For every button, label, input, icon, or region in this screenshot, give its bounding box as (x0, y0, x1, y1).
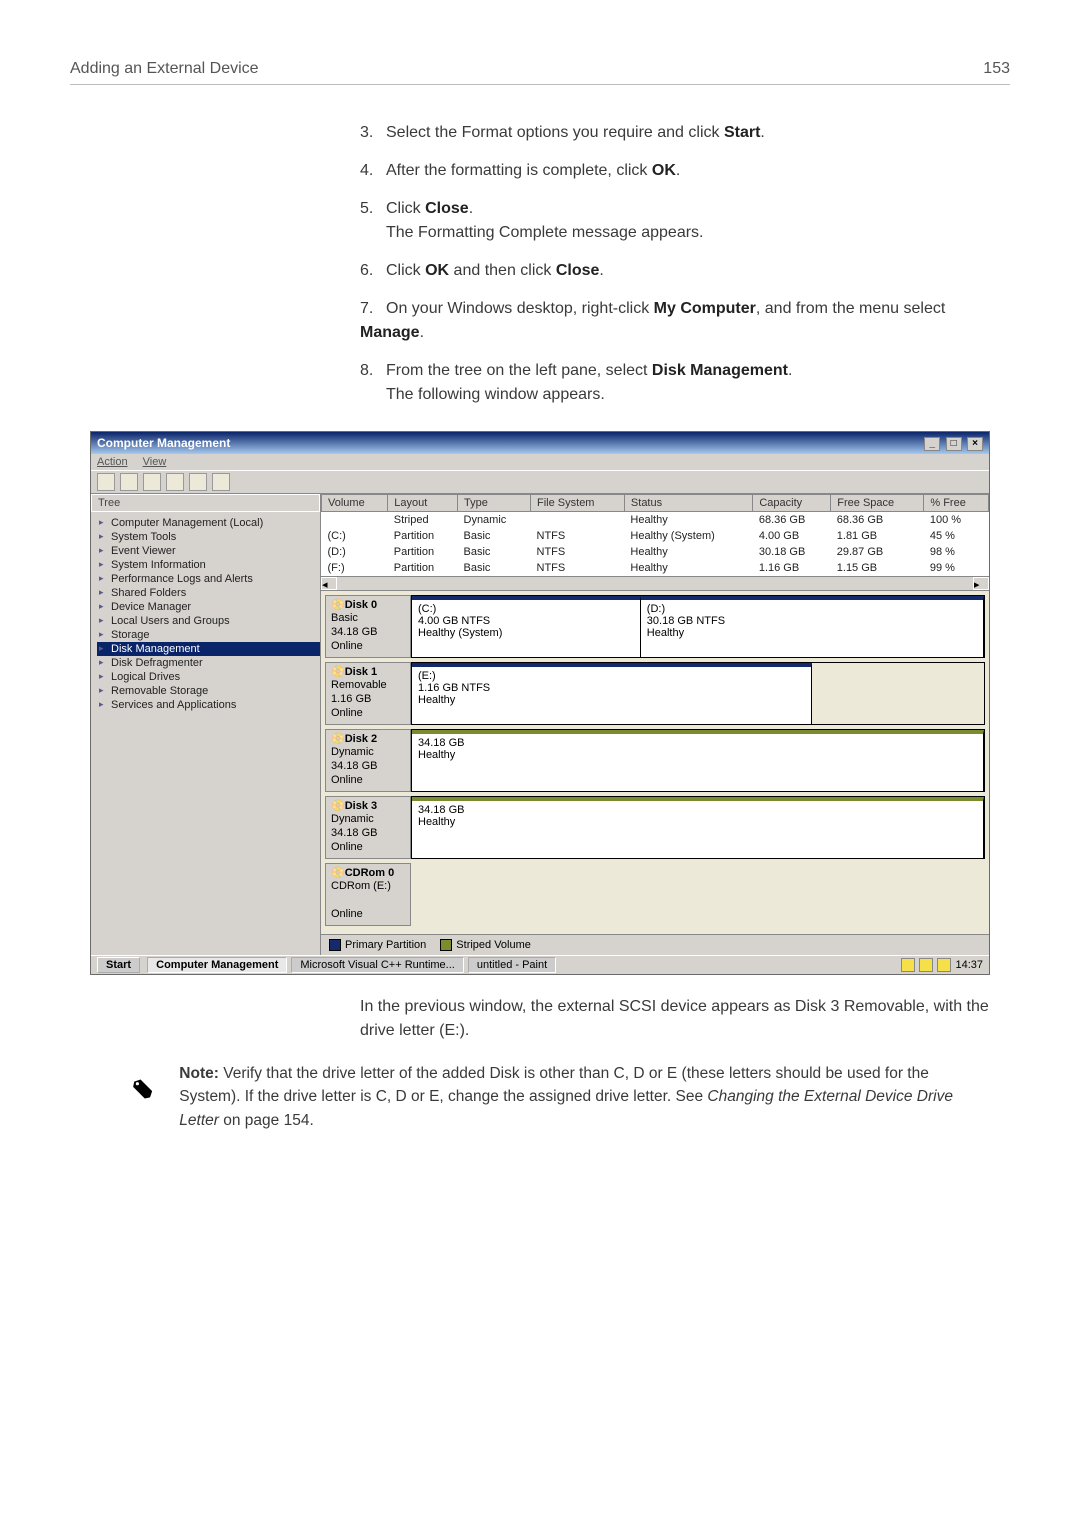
tree-header: Tree (91, 494, 320, 512)
toolbar-icon[interactable] (120, 473, 138, 491)
after-screenshot-paragraph: In the previous window, the external SCS… (360, 995, 1010, 1045)
toolbar-icon[interactable] (143, 473, 161, 491)
tree-item[interactable]: Device Manager (97, 600, 320, 614)
column-header[interactable]: File System (531, 494, 625, 511)
toolbar-icon[interactable] (189, 473, 207, 491)
taskbar-button[interactable]: Computer Management (147, 957, 287, 973)
system-tray: 14:37 (901, 958, 983, 972)
disk-row: 📀Disk 1Removable1.16 GBOnline(E:)1.16 GB… (325, 662, 985, 725)
toolbar (91, 470, 989, 494)
volumes-table: VolumeLayoutTypeFile SystemStatusCapacit… (321, 494, 989, 576)
disk-row: 📀Disk 3Dynamic34.18 GBOnline34.18 GBHeal… (325, 796, 985, 859)
taskbar-button[interactable]: Microsoft Visual C++ Runtime... (291, 957, 463, 973)
partition[interactable]: 34.18 GBHealthy (412, 797, 984, 858)
close-button[interactable]: × (967, 437, 983, 451)
window-title: Computer Management (97, 436, 230, 450)
column-header[interactable]: Volume (322, 494, 388, 511)
window-titlebar: Computer Management _ □ × (91, 432, 989, 454)
menu-view[interactable]: View (143, 456, 167, 468)
column-header[interactable]: Capacity (753, 494, 831, 511)
horizontal-scrollbar[interactable]: ◂▸ (321, 576, 989, 590)
disk-info: 📀CDRom 0CDRom (E:)Online (325, 863, 411, 926)
menu-bar: Action View (91, 454, 989, 470)
column-header[interactable]: Free Space (831, 494, 924, 511)
toolbar-icon[interactable] (97, 473, 115, 491)
partition[interactable]: (D:)30.18 GB NTFSHealthy (641, 596, 984, 657)
clock: 14:37 (955, 959, 983, 971)
start-button[interactable]: Start (97, 957, 140, 973)
tree-pane: Tree Computer Management (Local)System T… (91, 494, 321, 955)
partition[interactable]: (C:)4.00 GB NTFSHealthy (System) (412, 596, 641, 657)
column-header[interactable]: % Free (924, 494, 989, 511)
note-icon (130, 1062, 155, 1116)
tree-item[interactable]: System Information (97, 558, 320, 572)
disk-info: 📀Disk 0Basic34.18 GBOnline (325, 595, 411, 658)
taskbar-button[interactable]: untitled - Paint (468, 957, 556, 973)
tree-item[interactable]: Storage (97, 628, 320, 642)
tree-item[interactable]: Logical Drives (97, 670, 320, 684)
partition[interactable]: (E:)1.16 GB NTFSHealthy (412, 663, 812, 724)
volume-row[interactable]: (F:)PartitionBasicNTFSHealthy1.16 GB1.15… (322, 560, 989, 576)
header-page-number: 153 (983, 60, 1010, 78)
tree-item[interactable]: Disk Management (97, 642, 320, 656)
legend-item: Striped Volume (440, 939, 531, 951)
step-item: 6.Click OK and then click Close. (360, 259, 1010, 283)
tree-item[interactable]: Services and Applications (97, 698, 320, 712)
step-item: 8.From the tree on the left pane, select… (360, 359, 1010, 407)
graphical-disk-view: 📀Disk 0Basic34.18 GBOnline(C:)4.00 GB NT… (321, 590, 989, 934)
column-header[interactable]: Type (458, 494, 531, 511)
note-block: Note: Verify that the drive letter of th… (130, 1062, 960, 1132)
volume-row[interactable]: StripedDynamicHealthy68.36 GB68.36 GB100… (322, 511, 989, 528)
column-header[interactable]: Status (624, 494, 752, 511)
column-header[interactable]: Layout (388, 494, 458, 511)
partition[interactable]: 34.18 GBHealthy (412, 730, 984, 791)
screenshot-window: Computer Management _ □ × Action View Tr… (90, 431, 990, 975)
minimize-button[interactable]: _ (924, 437, 940, 451)
disk-info: 📀Disk 1Removable1.16 GBOnline (325, 662, 411, 725)
tray-icon[interactable] (937, 958, 951, 972)
disk-info: 📀Disk 3Dynamic34.18 GBOnline (325, 796, 411, 859)
disk-row: 📀Disk 0Basic34.18 GBOnline(C:)4.00 GB NT… (325, 595, 985, 658)
tree-item[interactable]: Local Users and Groups (97, 614, 320, 628)
header-title: Adding an External Device (70, 60, 259, 78)
taskbar: Start Computer ManagementMicrosoft Visua… (91, 955, 989, 974)
tray-icon[interactable] (901, 958, 915, 972)
legend-item: Primary Partition (329, 939, 426, 951)
tree-item[interactable]: Removable Storage (97, 684, 320, 698)
step-item: 5.Click Close.The Formatting Complete me… (360, 197, 1010, 245)
disk-row: 📀CDRom 0CDRom (E:)Online (325, 863, 985, 926)
volume-row[interactable]: (C:)PartitionBasicNTFSHealthy (System)4.… (322, 528, 989, 544)
step-item: 7.On your Windows desktop, right-click M… (360, 297, 1010, 345)
step-item: 3.Select the Format options you require … (360, 121, 1010, 145)
page-header: Adding an External Device 153 (70, 60, 1010, 85)
tree-item[interactable]: Computer Management (Local) (97, 516, 320, 530)
note-body: Verify that the drive letter of the adde… (179, 1065, 953, 1129)
partition[interactable] (812, 663, 984, 724)
tree-item[interactable]: Event Viewer (97, 544, 320, 558)
volume-row[interactable]: (D:)PartitionBasicNTFSHealthy30.18 GB29.… (322, 544, 989, 560)
tray-icon[interactable] (919, 958, 933, 972)
menu-action[interactable]: Action (97, 456, 128, 468)
step-item: 4.After the formatting is complete, clic… (360, 159, 1010, 183)
note-label: Note: (179, 1065, 219, 1082)
steps-list: 3.Select the Format options you require … (360, 121, 1010, 407)
tree-item[interactable]: Shared Folders (97, 586, 320, 600)
tree-item[interactable]: Disk Defragmenter (97, 656, 320, 670)
tree-item[interactable]: System Tools (97, 530, 320, 544)
disk-info: 📀Disk 2Dynamic34.18 GBOnline (325, 729, 411, 792)
maximize-button[interactable]: □ (946, 437, 962, 451)
toolbar-icon[interactable] (212, 473, 230, 491)
legend: Primary Partition Striped Volume (321, 934, 989, 955)
toolbar-icon[interactable] (166, 473, 184, 491)
tree-item[interactable]: Performance Logs and Alerts (97, 572, 320, 586)
disk-row: 📀Disk 2Dynamic34.18 GBOnline34.18 GBHeal… (325, 729, 985, 792)
